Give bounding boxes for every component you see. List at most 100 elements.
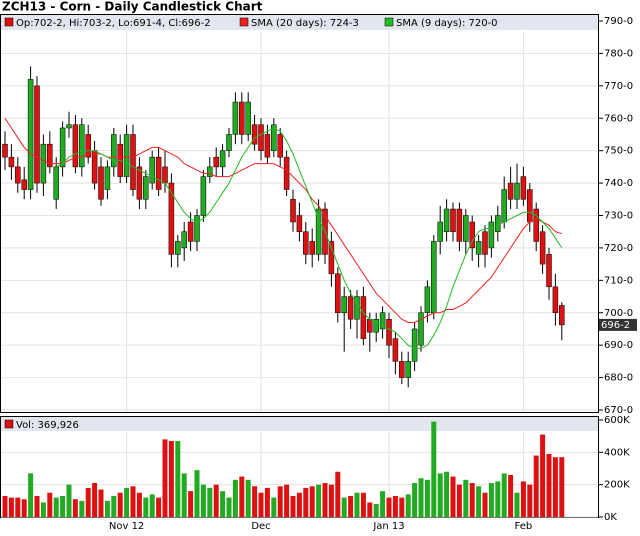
candle-body (309, 241, 315, 255)
volume-bar (15, 497, 21, 517)
volume-bar (252, 486, 258, 517)
volume-bar (72, 499, 78, 517)
volume-bar (373, 504, 379, 517)
chart-title: ZCH13 - Corn - Daily Candlestick Chart (2, 0, 263, 14)
candle-body (552, 286, 559, 314)
x-tick-label: Feb (515, 521, 533, 532)
volume-bar (162, 439, 168, 517)
volume-bar (117, 492, 123, 517)
y-tick-label: 790-0 (604, 16, 633, 27)
y-tick-label: 690-0 (604, 340, 633, 351)
volume-bar (143, 497, 149, 517)
volume-bar (488, 483, 494, 517)
volume-bar (213, 484, 219, 517)
candle-body (559, 305, 565, 326)
sma-line (4, 118, 562, 323)
candle-body (66, 124, 72, 129)
y-tick-label: 680-0 (604, 373, 633, 384)
volume-bar (437, 473, 443, 517)
volume-bar (98, 489, 104, 517)
candle-body (232, 101, 239, 135)
ohlc-label: Op:702-2, Hi:703-2, Lo:691-4, Cl:696-2 (16, 18, 211, 29)
y-tick-label: 710-0 (604, 275, 633, 286)
volume-bar (47, 492, 53, 517)
volume-bar (405, 494, 411, 517)
legend-label: SMA (9 days): 720-0 (396, 18, 498, 29)
candle-body (367, 318, 373, 333)
volume-bar (28, 473, 34, 517)
volume-bar (354, 492, 360, 517)
candle-body (546, 254, 552, 288)
candle-body (335, 273, 341, 314)
candle-body (207, 166, 213, 177)
volume-bar (40, 502, 46, 517)
candle-body (482, 231, 488, 255)
candle-body (315, 208, 322, 255)
y-tick-label: 760-0 (604, 113, 633, 124)
candle-body (15, 166, 21, 184)
candle-body (443, 208, 450, 232)
candle-body (290, 199, 296, 223)
volume-bar (8, 497, 14, 517)
y-tick-label: 730-0 (604, 211, 633, 222)
candle-body (495, 215, 501, 232)
volume-bar (444, 471, 450, 517)
candle-body (219, 150, 226, 168)
volume-bar (200, 484, 206, 517)
candle-body (514, 182, 520, 200)
volume-bar (380, 491, 386, 517)
candle-body (520, 176, 527, 200)
volume-bar (111, 495, 117, 517)
volume-bar (501, 473, 507, 517)
volume-bar (508, 474, 514, 517)
candle-body (475, 241, 482, 255)
candle-body (2, 143, 8, 158)
volume-bar (348, 495, 354, 517)
volume-bar (540, 434, 546, 517)
volume-bar (527, 484, 533, 517)
y-tick-label: 740-0 (604, 178, 633, 189)
labels: Op:702-2, Hi:703-2, Lo:691-4, Cl:696-2 S… (4, 16, 637, 532)
volume-bar (124, 487, 130, 517)
volume-bar (341, 497, 347, 517)
candle-body (239, 101, 245, 135)
volume-bar (309, 486, 315, 517)
volume-bar (399, 497, 405, 517)
candle-body (104, 166, 111, 190)
volume-bar (149, 494, 155, 517)
candle-body (373, 318, 379, 333)
volume-bar (456, 484, 462, 517)
volume-bar (258, 492, 264, 517)
volume-bar (322, 483, 328, 517)
volume-legend-bar (1, 417, 598, 431)
volume-bar (271, 497, 277, 517)
legend-swatch (4, 419, 14, 429)
volume-bar (546, 453, 552, 517)
volume-label: Vol: 369,926 (16, 420, 79, 431)
candle-body (245, 101, 251, 135)
volume-bar (386, 497, 392, 517)
volume-bar (194, 470, 200, 517)
legend-swatch (4, 17, 14, 27)
candle-body (187, 221, 194, 242)
volume-bar (476, 486, 482, 517)
volume-tick-label: 200K (604, 480, 630, 491)
y-tick-label: 770-0 (604, 81, 633, 92)
x-tick-label: Nov 12 (109, 521, 144, 532)
volume-bar (156, 497, 162, 517)
volume-bar (188, 491, 194, 517)
candle-body (123, 134, 130, 177)
volume-bar (53, 497, 59, 517)
candle-body (399, 361, 405, 378)
x-tick-label: Dec (251, 521, 270, 532)
candle-body (347, 296, 354, 320)
volume-bar (277, 486, 283, 517)
volume-bar (335, 471, 341, 517)
volume-bar (463, 479, 469, 517)
volume-bar (328, 484, 334, 517)
candle-body (386, 318, 392, 346)
candle-body (431, 241, 437, 313)
candle-body (533, 208, 539, 242)
volume-bar (264, 487, 270, 517)
